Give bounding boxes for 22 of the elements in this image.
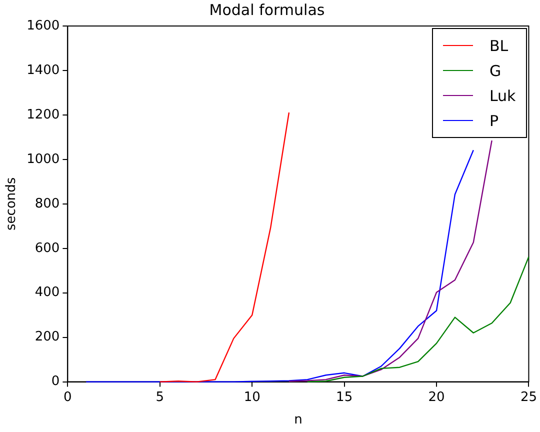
y-axis-title: seconds: [4, 177, 20, 230]
legend-label: BL: [489, 36, 508, 54]
y-tick-label: 1200: [26, 107, 60, 122]
y-tick-label: 800: [34, 196, 60, 212]
legend-label: Luk: [489, 86, 516, 104]
y-tick-label: 200: [34, 330, 60, 345]
y-tick-label: 1000: [26, 152, 60, 167]
x-tick-label: 15: [336, 390, 353, 405]
y-tick-label: 0: [51, 374, 60, 390]
chart-title: Modal formulas: [209, 0, 325, 19]
x-tick-label: 25: [520, 390, 537, 405]
legend-label: P: [489, 112, 498, 130]
legend-label: G: [489, 62, 502, 80]
y-tick-label: 600: [34, 240, 60, 256]
x-tick-label: 20: [428, 390, 445, 405]
x-tick-label: 10: [244, 390, 260, 405]
x-tick-label: 0: [64, 390, 72, 405]
x-axis-title: n: [294, 412, 302, 428]
x-tick-label: 5: [156, 390, 164, 405]
y-tick-label: 400: [34, 285, 60, 300]
y-tick-label: 1400: [26, 62, 60, 78]
y-tick-label: 1600: [26, 18, 60, 34]
